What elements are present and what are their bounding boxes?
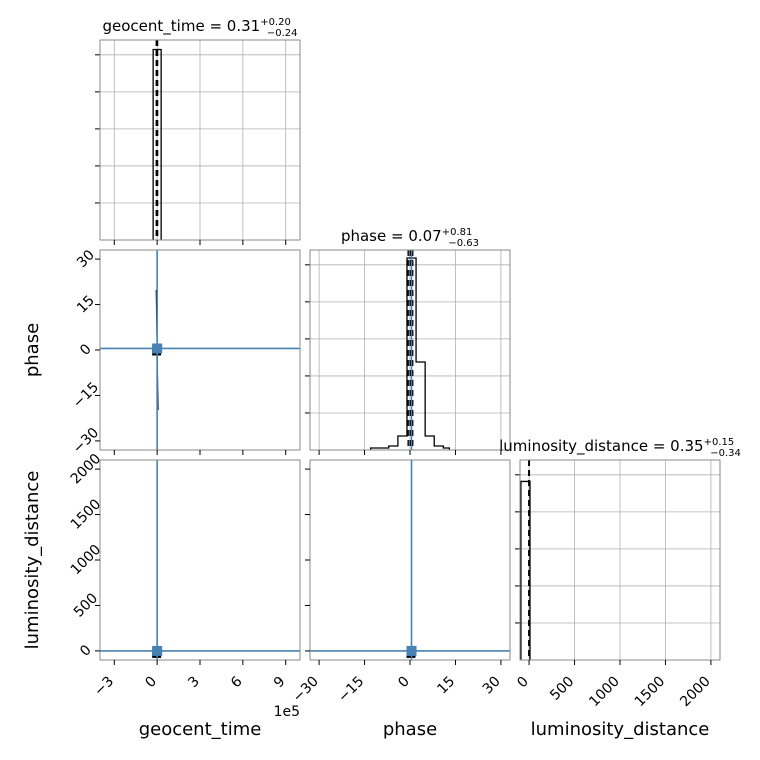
title-text: phase = 0.07: [341, 227, 442, 245]
ylabel-phase: phase: [22, 323, 43, 377]
xlabel-geocent_time: geocent_time: [139, 719, 262, 740]
title-luminosity_distance: luminosity_distance = 0.35+0.15 −0.34: [499, 437, 741, 459]
histogram-geocent_time: [152, 48, 162, 240]
panel-bg: [100, 250, 300, 450]
title-minus: −0.63: [448, 238, 479, 249]
y-tick-label: 30: [74, 247, 98, 271]
y-tick-label: 15: [74, 293, 98, 317]
x-tick-label: 500: [547, 674, 577, 704]
title-minus: −0.34: [710, 448, 741, 459]
title-minus: −0.24: [267, 28, 298, 39]
title-plus: +0.81: [442, 227, 473, 238]
xlabel-luminosity_distance: luminosity_distance: [531, 719, 710, 740]
title-phase: phase = 0.07+0.81 −0.63: [341, 227, 479, 249]
title-text: luminosity_distance = 0.35: [499, 437, 703, 456]
title-text: geocent_time = 0.31: [103, 17, 261, 36]
x-tick-label: 6: [228, 673, 246, 691]
y-tick-label: 0: [77, 642, 95, 660]
x-tick-label: 3: [185, 674, 203, 692]
x-tick-label: 1000: [586, 674, 623, 711]
panel-phase-vs-luminosity_distance: [305, 459, 511, 665]
truth-marker: [406, 645, 417, 656]
xlabel-phase: phase: [383, 719, 437, 740]
panel-geocent_time-vs-luminosity_distance: [95, 459, 301, 665]
ylabel-luminosity_distance: luminosity_distance: [22, 471, 43, 650]
y-tick-label: −30: [70, 425, 102, 457]
x-tick-label: 0: [395, 674, 413, 692]
title-plus: +0.15: [704, 437, 735, 448]
x-offset-label: 1e5: [274, 704, 300, 720]
x-tick-label: 1500: [632, 674, 669, 711]
x-tick-label: −3: [91, 674, 117, 700]
x-tick-label: −15: [335, 674, 367, 706]
truth-marker: [152, 343, 163, 354]
y-tick-label: 500: [71, 590, 101, 620]
y-tick-label: −15: [70, 379, 102, 411]
x-tick-label: 30: [480, 674, 504, 698]
panel-bg: [100, 460, 300, 660]
x-tick-label: 9: [271, 674, 289, 692]
title-geocent_time: geocent_time = 0.31+0.20 −0.24: [103, 17, 298, 39]
panel-geocent_time-vs-phase: [95, 249, 301, 455]
histogram-phase: [369, 257, 451, 450]
y-tick-label: 0: [77, 341, 95, 359]
diag-panel-luminosity_distance: luminosity_distance = 0.35+0.15 −0.34: [499, 437, 741, 665]
x-tick-label: 0: [514, 674, 532, 692]
diag-panel-phase: phase = 0.07+0.81 −0.63: [305, 227, 511, 455]
x-tick-label: 15: [434, 674, 458, 698]
x-tick-label: 2000: [677, 674, 714, 711]
diag-panel-geocent_time: geocent_time = 0.31+0.20 −0.24: [95, 17, 301, 245]
x-tick-label: −30: [290, 674, 322, 706]
truth-marker: [152, 645, 163, 656]
title-plus: +0.20: [260, 17, 291, 28]
panel-bg: [310, 460, 510, 660]
x-tick-label: 0: [142, 674, 160, 692]
